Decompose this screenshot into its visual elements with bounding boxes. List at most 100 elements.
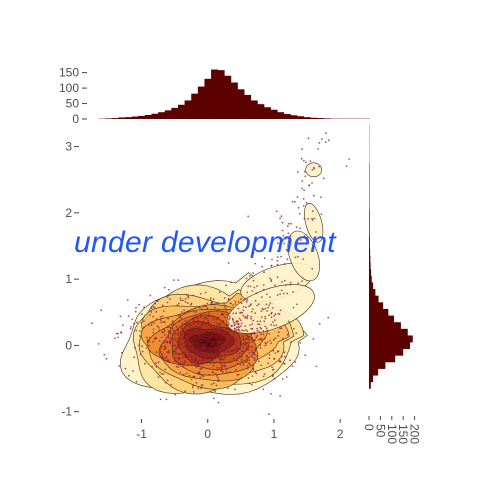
scatter-point [196, 347, 199, 349]
scatter-point [216, 310, 219, 312]
scatter-point [298, 212, 301, 215]
scatter-point [318, 165, 320, 168]
scatter-point [209, 339, 212, 342]
scatter-point [259, 344, 262, 347]
scatter-point [252, 352, 255, 354]
scatter-point [118, 365, 121, 367]
scatter-point [211, 371, 214, 374]
scatter-point [234, 323, 237, 326]
scatter-point [234, 368, 237, 371]
scatter-point [295, 226, 298, 229]
scatter-point [301, 280, 304, 282]
scatter-point [225, 327, 228, 330]
scatter-point [254, 348, 257, 351]
scatter-point [228, 340, 231, 342]
scatter-point [256, 329, 259, 332]
scatter-point [197, 330, 200, 332]
scatter-point [120, 351, 123, 354]
scatter-point [186, 302, 189, 304]
scatter-point [259, 320, 262, 323]
scatter-point [209, 299, 212, 301]
scatter-point [251, 375, 254, 377]
scatter-point [226, 344, 228, 346]
scatter-point [200, 332, 203, 334]
scatter-point [161, 336, 164, 339]
scatter-point [193, 360, 196, 363]
scatter-point [136, 321, 138, 324]
scatter-point [252, 308, 254, 310]
scatter-point [277, 335, 279, 337]
scatter-point [224, 352, 226, 355]
scatter-point [149, 314, 151, 316]
scatter-point [164, 381, 167, 384]
scatter-point [217, 356, 220, 359]
scatter-point [280, 215, 283, 218]
scatter-point [171, 333, 174, 336]
scatter-point [297, 206, 300, 209]
scatter-point [247, 333, 250, 336]
scatter-point [225, 284, 227, 287]
scatter-point [266, 293, 268, 296]
scatter-point [168, 288, 170, 291]
top-histogram [98, 69, 371, 119]
scatter-point [280, 355, 283, 358]
scatter-point [287, 222, 290, 225]
scatter-point [184, 342, 187, 345]
scatter-point [242, 342, 245, 344]
scatter-point [186, 346, 189, 348]
scatter-point [193, 310, 195, 313]
top-histogram-bar [283, 114, 291, 119]
top-histogram-bar [264, 107, 271, 119]
scatter-point [184, 298, 187, 300]
scatter-point [152, 305, 155, 308]
scatter-point [205, 305, 207, 308]
scatter-point [129, 327, 132, 330]
scatter-point [270, 393, 272, 395]
scatter-point [281, 221, 284, 224]
scatter-point [279, 359, 281, 362]
scatter-point [283, 242, 286, 245]
scatter-point [216, 366, 219, 369]
scatter-point [199, 347, 202, 350]
scatter-point [152, 315, 155, 318]
scatter-point [183, 312, 186, 315]
right-histogram-bar [369, 236, 370, 243]
scatter-point [265, 342, 268, 345]
right-histogram-bar [369, 295, 379, 303]
scatter-point [179, 330, 182, 333]
scatter-point [138, 303, 141, 306]
scatter-point [203, 317, 205, 319]
scatter-point [189, 334, 192, 337]
scatter-point [205, 335, 208, 338]
scatter-point [241, 350, 244, 353]
scatter-point [320, 196, 322, 199]
scatter-point [273, 377, 276, 380]
scatter-point [177, 334, 180, 336]
scatter-point [327, 316, 330, 319]
scatter-point [198, 334, 201, 337]
scatter-point [266, 310, 269, 312]
scatter-point [188, 374, 191, 377]
scatter-point [301, 187, 303, 190]
scatter-point [223, 362, 226, 365]
scatter-point [268, 332, 271, 335]
scatter-point [263, 320, 266, 323]
scatter-point [221, 371, 224, 373]
scatter-point [255, 292, 258, 295]
right-histogram-bar [369, 222, 370, 230]
scatter-point [139, 330, 141, 332]
scatter-point [180, 332, 183, 334]
scatter-point [197, 387, 200, 389]
top-histogram-bar [191, 93, 199, 119]
scatter-point [182, 365, 185, 368]
scatter-point [281, 378, 284, 380]
scatter-point [229, 345, 232, 347]
scatter-point [163, 333, 166, 336]
scatter-point [200, 355, 203, 358]
scatter-point [206, 302, 209, 305]
scatter-point [176, 329, 179, 331]
scatter-point [297, 282, 300, 285]
scatter-point [220, 349, 223, 351]
scatter-point [131, 318, 134, 321]
scatter-point [260, 333, 262, 336]
